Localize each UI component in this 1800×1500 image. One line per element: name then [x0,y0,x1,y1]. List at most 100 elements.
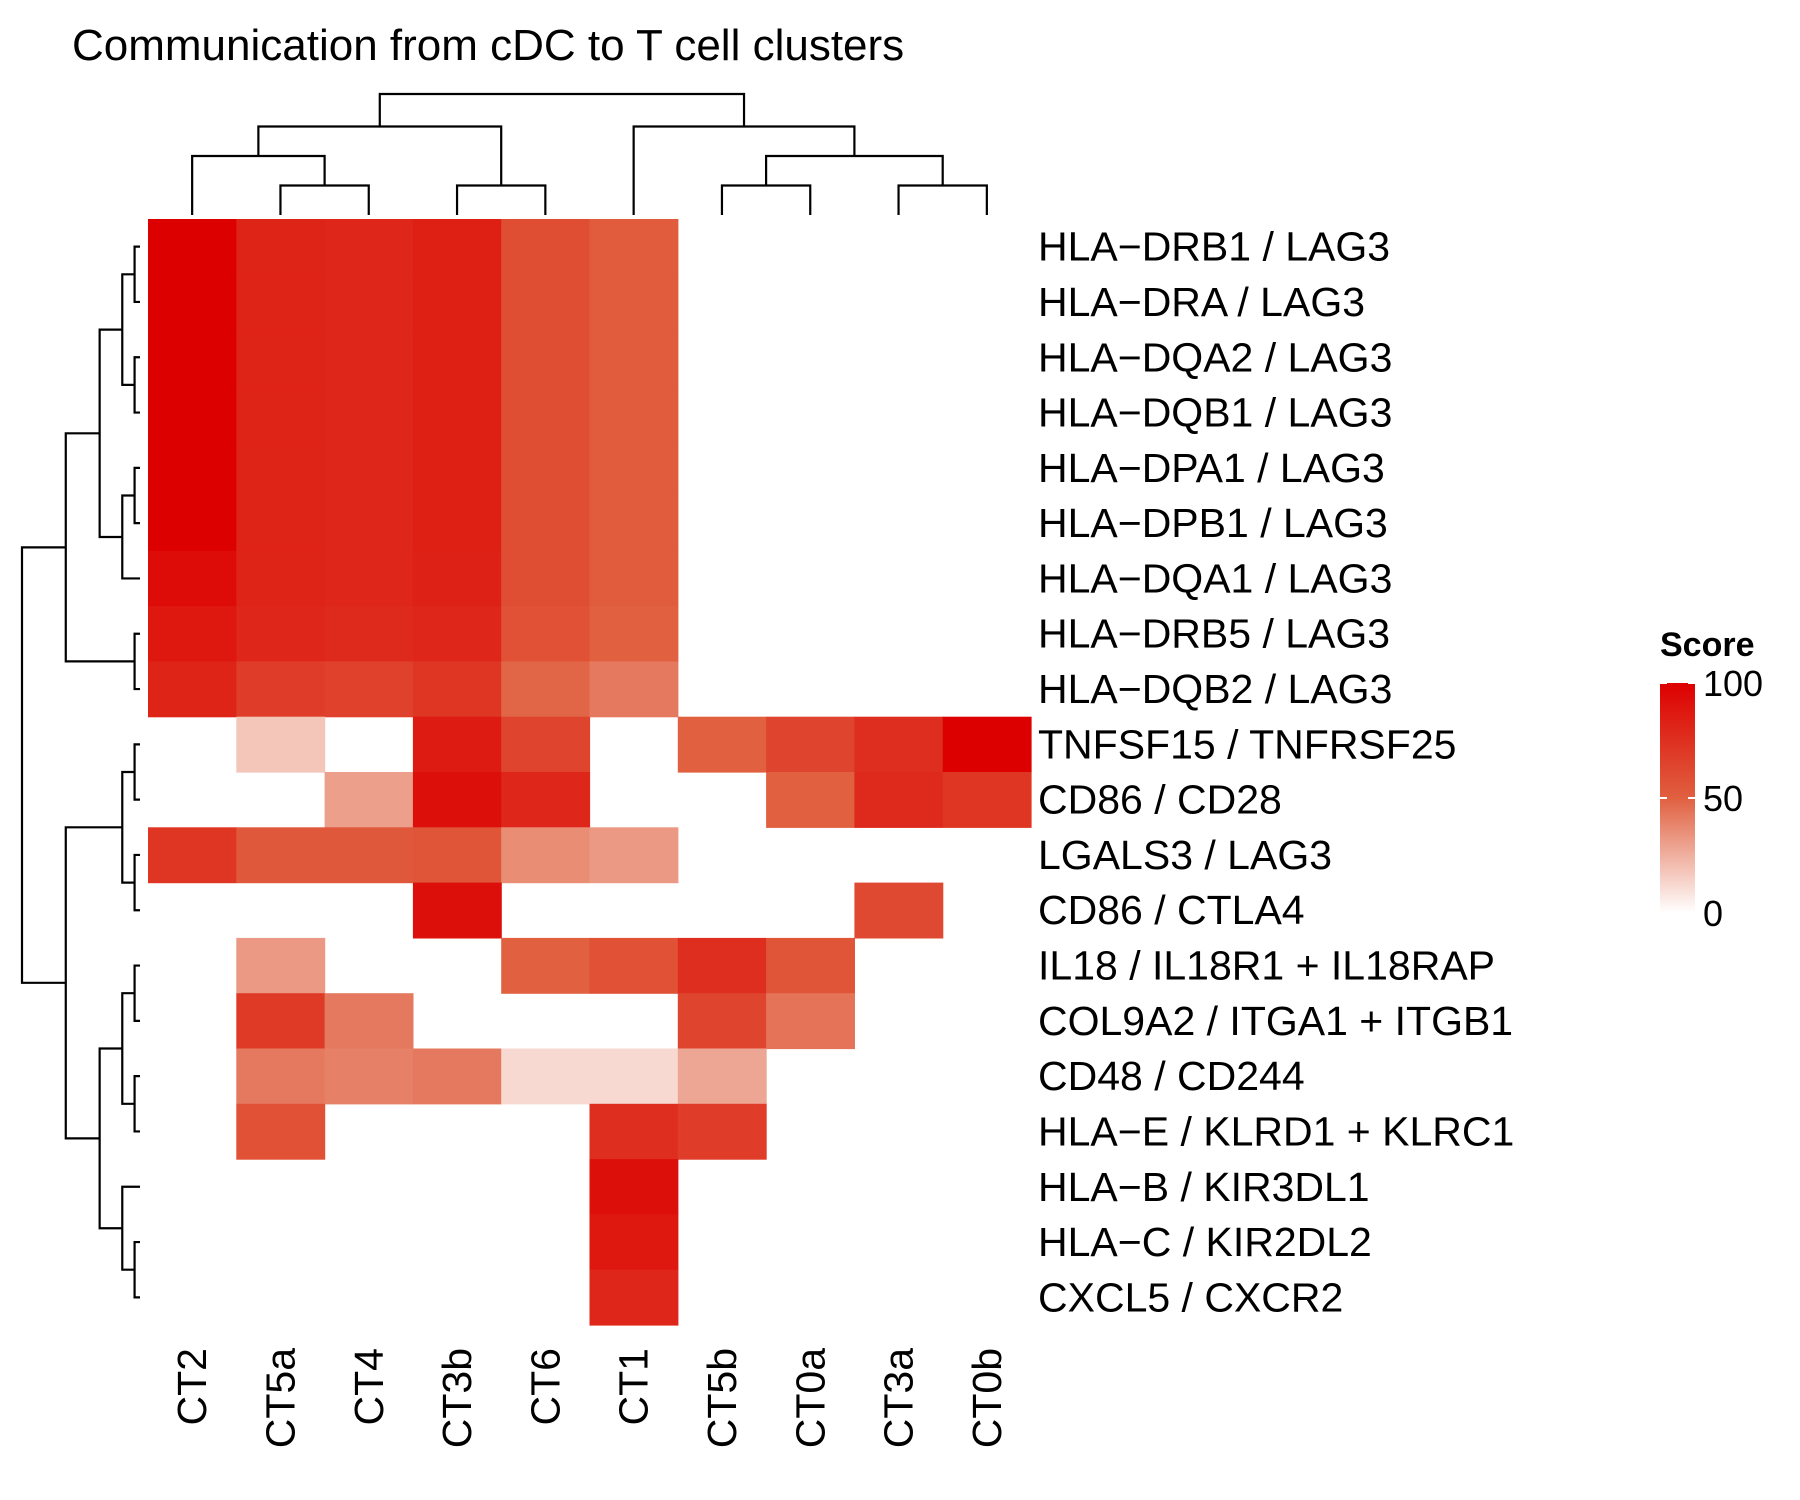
heatmap-cell [589,219,679,275]
row-label: HLA−DQA2 / LAG3 [1038,334,1392,380]
heatmap-cell [236,384,326,441]
heatmap-cell [324,274,414,331]
heatmap-cell [324,661,414,718]
heatmap-cell [412,219,502,275]
heatmap-cell [589,440,679,497]
heatmap-cell [589,1269,679,1326]
row-dendrogram-branch [98,328,123,539]
heatmap-cell [677,1103,767,1160]
row-label: CD48 / CD244 [1038,1053,1305,1099]
column-dendrogram-branch [765,154,944,186]
column-dendrogram-branch [455,184,547,215]
heatmap-cell [324,550,414,607]
row-dendrogram-branch [133,743,140,801]
legend-tick-label: 50 [1703,778,1743,819]
heatmap-cell [677,937,767,994]
column-label: CT0b [964,1348,1010,1448]
heatmap-cell [148,661,237,718]
heatmap-cell [589,1103,679,1160]
heatmap-cell [412,384,502,441]
row-label: HLA−DQB2 / LAG3 [1038,666,1392,712]
column-labels: CT2 CT5a CT4 CT3b CT6 CT1 CT5b CT0a CT3a CT0b [169,1348,1010,1448]
row-label: CD86 / CD28 [1038,777,1282,823]
heatmap-cell [148,219,237,275]
row-label: HLA−DQB1 / LAG3 [1038,390,1392,436]
heatmap-cell [677,716,767,773]
heatmap-cell [942,772,1032,828]
heatmap-cell [148,550,237,607]
row-dendrogram-branch [121,1185,140,1271]
row-dendrogram-branch [133,356,140,414]
heatmap-cell [324,606,414,662]
heatmap-cell [942,716,1032,773]
heatmap-cell [412,772,502,828]
heatmap-cell [501,937,591,994]
heatmap-cell [501,329,591,386]
heatmap-cell [589,274,679,331]
row-label: CXCL5 / CXCR2 [1038,1274,1343,1320]
heatmap-cell [501,1048,591,1105]
heatmap-cell [501,661,591,718]
chart-title: Communication from cDC to T cell cluster… [72,21,904,70]
legend-tick-label: 0 [1703,893,1723,934]
heatmap-cell [677,993,767,1050]
column-label: CT3b [434,1348,480,1448]
heatmap-cell [589,1048,679,1105]
heatmap-cell [501,219,591,275]
heatmap-cell [412,1048,502,1105]
heatmap-cell [412,827,502,884]
heatmap-cell [412,274,502,331]
heatmap-cell [236,440,326,497]
heatmap-cell [501,550,591,607]
heatmap-cell [501,384,591,441]
column-label: CT2 [169,1348,215,1425]
heatmap-cell [766,772,855,828]
row-dendrogram-branch [64,826,123,1140]
heatmap-cell [589,1159,679,1215]
row-dendrogram-branch [20,546,66,984]
heatmap-cell [412,440,502,497]
heatmap-cell [501,274,591,331]
heatmap-cell [236,827,326,884]
row-labels: HLA−DRB1 / LAG3 HLA−DRA / LAG3 HLA−DQA2 / … [1038,224,1514,1321]
column-dendrogram-branch [279,184,370,215]
column-label: CT0a [787,1348,833,1448]
heatmap-cell [589,606,679,662]
row-label: LGALS3 / LAG3 [1038,832,1332,878]
heatmap-cell [501,716,591,773]
row-label: HLA−DRB1 / LAG3 [1038,224,1390,270]
heatmap-cell [589,1214,679,1271]
heatmap-cell [236,219,326,275]
heatmap-cell [236,329,326,386]
heatmap-cell [412,882,502,939]
row-dendrogram-branch [133,853,140,912]
heatmap-cell [148,274,237,331]
heatmap-cell [854,882,944,939]
row-dendrogram-branch [133,1240,140,1299]
row-dendrogram-branch [133,964,140,1022]
column-label: CT4 [346,1348,392,1425]
heatmap-cell [236,606,326,662]
heatmap-cell [766,993,855,1050]
heatmap-cell [501,606,591,662]
heatmap-cell [236,1048,326,1105]
row-dendrogram-branch [133,1075,140,1133]
heatmap-cell [324,772,414,828]
heatmap-cell [324,495,414,552]
heatmap-cell [501,827,591,884]
row-label: HLA−DRA / LAG3 [1038,279,1365,325]
heatmap-cell [412,495,502,552]
color-legend: Score 0 50 100 [1660,626,1763,934]
heatmap-cell [766,937,855,994]
heatmap-cell [589,550,679,607]
column-label: CT3a [876,1348,922,1448]
heatmap-cell [501,772,591,828]
heatmap-cell [412,661,502,718]
column-dendrogram-branch [897,184,988,215]
heatmap-cell [766,716,855,773]
row-dendrogram-branch [98,1047,123,1230]
heatmap-cell [148,606,237,662]
heatmap-cells [148,219,1032,1326]
column-dendrogram [191,92,988,215]
heatmap-cell [589,827,679,884]
